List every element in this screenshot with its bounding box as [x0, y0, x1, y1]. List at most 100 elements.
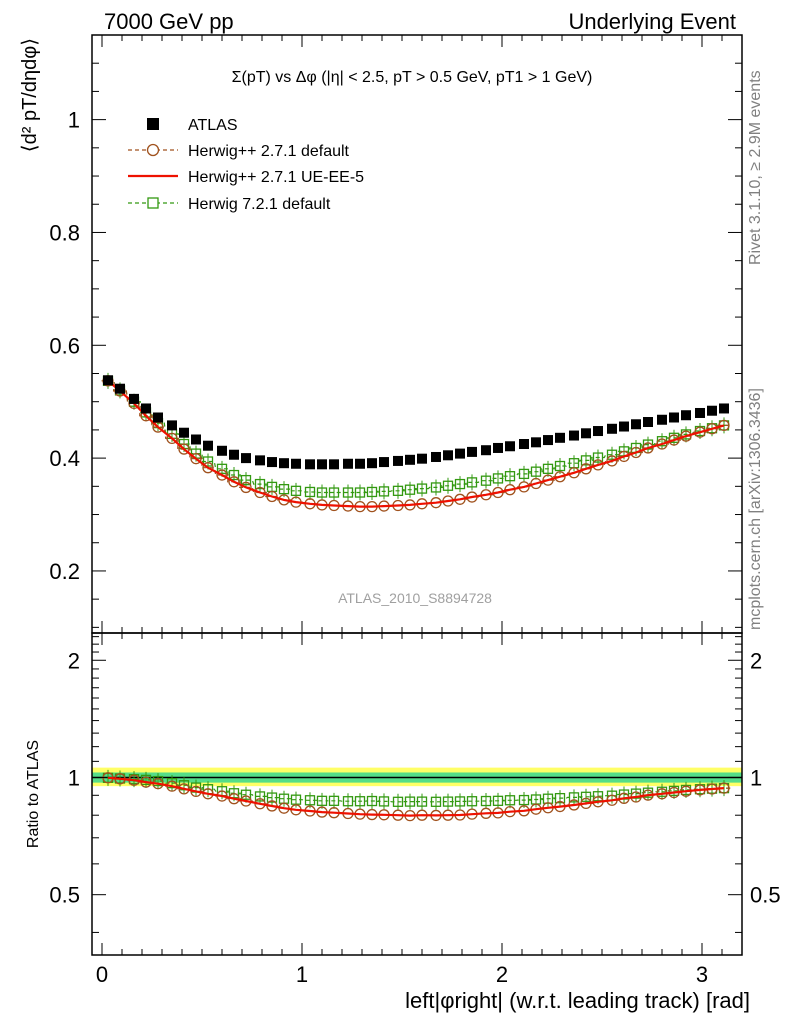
- atlas-point: [593, 426, 603, 437]
- atlas-point: [129, 393, 139, 404]
- atlas-point: [115, 383, 125, 394]
- atlas-point: [229, 449, 239, 460]
- y-tick-label: 0.4: [49, 446, 80, 471]
- x-tick-label: 0: [96, 962, 108, 987]
- herwig7-line: [101, 380, 731, 494]
- atlas-point: [581, 428, 591, 439]
- x-tick-label: 2: [496, 962, 508, 987]
- legend-label: Herwig++ 2.7.1 default: [188, 143, 350, 160]
- herwig-default-point: [254, 486, 266, 499]
- atlas-point: [467, 446, 477, 457]
- herwig-default-point: [202, 462, 214, 474]
- herwig-default-point: [266, 490, 278, 503]
- x-tick-label: 1: [296, 962, 308, 987]
- herwig-default-point: [592, 459, 604, 471]
- atlas-point: [279, 458, 289, 469]
- atlas-point: [241, 453, 251, 464]
- herwig-default-point: [542, 474, 554, 486]
- ratio-plot-frame: [91, 632, 743, 956]
- legend-marker-herwig7: [147, 197, 159, 209]
- analysis-label: ATLAS_2010_S8894728: [338, 590, 492, 606]
- atlas-point: [329, 459, 339, 470]
- atlas-point: [103, 375, 113, 386]
- atlas-point: [619, 421, 629, 432]
- atlas-point: [657, 414, 667, 425]
- x-axis-label: left|φright| (w.r.t. leading track) [rad…: [405, 988, 750, 1013]
- atlas-point: [455, 448, 465, 459]
- atlas-point: [681, 410, 691, 421]
- atlas-point: [379, 457, 389, 468]
- ratio-y-tick-label-right: 2: [750, 648, 762, 673]
- atlas-point: [405, 454, 415, 465]
- atlas-point: [153, 412, 163, 423]
- atlas-point: [543, 435, 553, 446]
- atlas-point: [607, 423, 617, 434]
- herwig-default-point: [630, 446, 642, 459]
- x-tick-label: 3: [696, 962, 708, 987]
- atlas-point: [707, 405, 717, 416]
- herwig-default-point: [642, 442, 654, 454]
- herwig-default-point: [656, 438, 668, 450]
- main-ylabel: ⟨d² pT/dηdφ⟩: [19, 38, 41, 152]
- atlas-point: [555, 432, 565, 443]
- atlas-point: [267, 457, 277, 468]
- herwig-default-point: [190, 453, 202, 465]
- atlas-point: [203, 440, 213, 451]
- herwig-default-point: [178, 443, 190, 455]
- herwig-ueee5-line: [107, 379, 725, 508]
- herwig-default-point: [530, 477, 542, 490]
- atlas-point: [367, 458, 377, 469]
- herwig-default-point: [618, 450, 630, 463]
- y-tick-label: 0.2: [49, 559, 80, 584]
- atlas-point: [343, 458, 353, 469]
- atlas-point: [569, 430, 579, 441]
- herwig-default-point: [216, 469, 228, 481]
- mcplots-label: mcplots.cern.ch [arXiv:1306.3436]: [747, 388, 764, 630]
- herwig-default-point: [228, 476, 240, 488]
- herwig-default-point: [554, 471, 566, 483]
- header-left: 7000 GeV pp: [104, 9, 234, 34]
- herwig-default-point: [706, 423, 718, 435]
- atlas-point: [167, 420, 177, 431]
- legend-marker-atlas: [147, 118, 159, 130]
- atlas-point: [643, 417, 653, 428]
- atlas-point: [695, 407, 705, 418]
- ratio-y-tick-label: 1: [68, 765, 80, 790]
- herwig-default-point: [668, 434, 680, 446]
- legend-label: ATLAS: [188, 117, 238, 134]
- atlas-point: [393, 455, 403, 466]
- atlas-point: [519, 439, 529, 450]
- atlas-point: [179, 427, 189, 438]
- herwig-default-point: [718, 419, 730, 432]
- y-tick-label: 0.6: [49, 333, 80, 358]
- ratio-y-tick-label-right: 1: [750, 765, 762, 790]
- legend-label: Herwig 7.2.1 default: [188, 196, 331, 213]
- atlas-point: [191, 434, 201, 445]
- herwig-default-point: [580, 463, 592, 475]
- herwig-default-point: [568, 467, 580, 479]
- atlas-point: [443, 450, 453, 461]
- legend-label: Herwig++ 2.7.1 UE-EE-5: [188, 169, 364, 186]
- herwig-default-point: [166, 432, 178, 445]
- atlas-point: [141, 403, 151, 414]
- atlas-point: [431, 451, 441, 462]
- ratio-y-tick-label: 2: [68, 648, 80, 673]
- y-tick-label: 1: [68, 108, 80, 133]
- atlas-point: [719, 403, 729, 414]
- herwig-default-point: [680, 430, 692, 442]
- ratio-y-tick-label: 0.5: [49, 883, 80, 908]
- atlas-point: [305, 459, 315, 470]
- main-title: Σ(pT) vs Δφ (|η| < 2.5, pT > 0.5 GeV, pT…: [232, 69, 593, 86]
- y-tick-label: 0.8: [49, 220, 80, 245]
- atlas-point: [317, 459, 327, 470]
- atlas-point: [481, 445, 491, 456]
- ratio-y-tick-label-right: 0.5: [750, 883, 781, 908]
- legend-marker-herwig-default: [146, 143, 160, 157]
- atlas-point: [505, 441, 515, 452]
- herwig-default-point: [606, 455, 618, 467]
- herwig-default-point: [240, 481, 252, 494]
- atlas-point: [217, 445, 227, 456]
- atlas-point: [291, 458, 301, 469]
- legend: ATLAS Herwig++ 2.7.1 default Herwig++ 2.7.…: [128, 117, 364, 213]
